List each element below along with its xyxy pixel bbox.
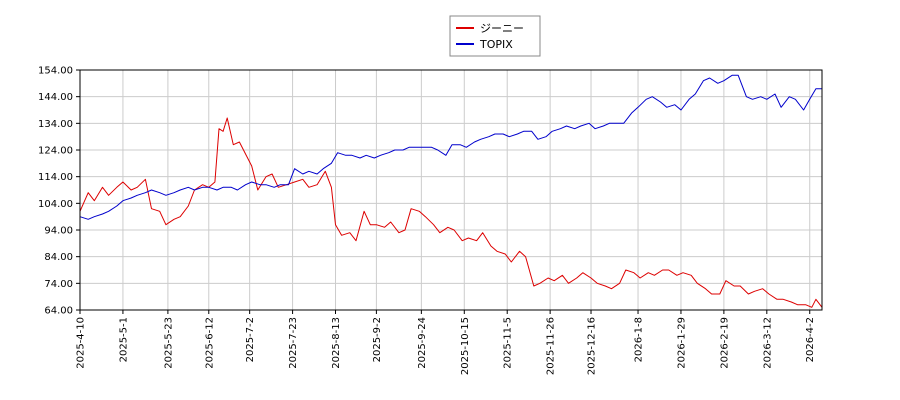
- y-tick-label: 64.00: [44, 306, 73, 317]
- y-tick-label: 154.00: [38, 66, 73, 77]
- plot-frame: [79, 69, 823, 311]
- x-tick-label: 2025-12-16: [587, 317, 598, 375]
- x-tick-label: 2026-4-2: [805, 317, 816, 362]
- x-tick-label: 2026-1-8: [634, 317, 645, 362]
- x-tick-label: 2025-11-26: [546, 317, 557, 375]
- y-tick-label: 124.00: [38, 146, 73, 157]
- x-tick-label: 2025-5-1: [118, 317, 129, 362]
- grid: [79, 69, 822, 311]
- y-tick-label: 94.00: [44, 226, 73, 237]
- y-tick-label: 144.00: [38, 92, 73, 103]
- x-tick-label: 2025-4-10: [76, 317, 87, 369]
- legend-box: [449, 15, 541, 57]
- x-tick-label: 2026-1-29: [676, 317, 687, 369]
- legend: ジーニー TOPIX: [449, 15, 541, 57]
- x-axis-ticks: 2025-4-10 2025-5-1 2025-5-23 2025-6-12 2025-…: [76, 310, 816, 375]
- x-tick-label: 2025-7-2: [245, 317, 256, 362]
- y-tick-label: 84.00: [44, 252, 73, 263]
- x-tick-label: 2026-2-19: [719, 317, 730, 369]
- x-tick-label: 2025-5-23: [163, 317, 174, 369]
- x-tick-label: 2025-10-15: [460, 317, 471, 375]
- legend-label: ジーニー: [480, 22, 524, 35]
- series-line-topix: [79, 74, 822, 220]
- x-tick-label: 2026-3-12: [762, 317, 773, 369]
- x-tick-label: 2025-11-5: [503, 317, 514, 369]
- x-tick-label: 2025-8-13: [331, 317, 342, 369]
- y-tick-label: 74.00: [44, 279, 73, 290]
- x-tick-label: 2025-6-12: [204, 317, 215, 369]
- x-tick-label: 2025-7-23: [288, 317, 299, 369]
- x-tick-label: 2025-9-24: [417, 317, 428, 369]
- y-tick-label: 104.00: [38, 199, 73, 210]
- y-tick-label: 114.00: [38, 172, 73, 183]
- x-tick-label: 2025-9-2: [372, 317, 383, 362]
- series-lines: [79, 74, 823, 308]
- y-tick-label: 134.00: [38, 119, 73, 130]
- legend-label: TOPIX: [479, 38, 513, 51]
- y-axis-ticks: 64.00 74.00 84.00 94.00 104.00 114.00 124.00 13…: [38, 66, 80, 317]
